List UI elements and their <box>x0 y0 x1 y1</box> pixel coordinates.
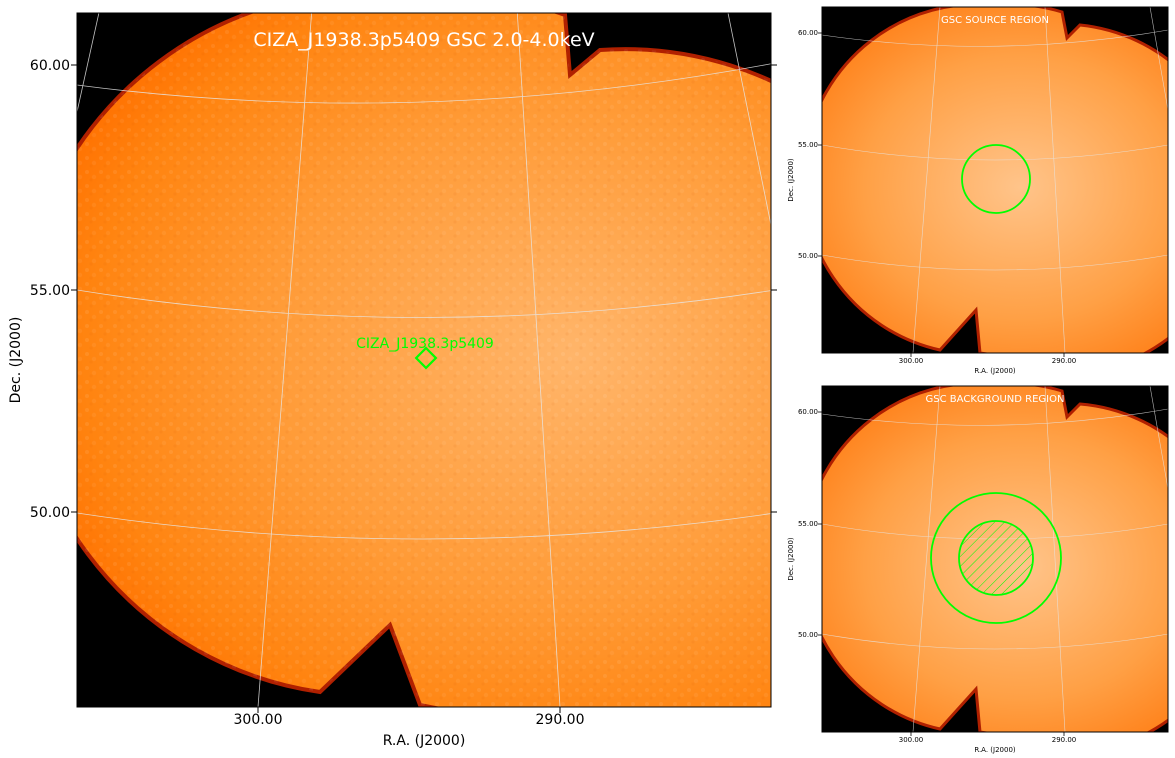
main-xtick-290: 290.00 <box>536 712 585 728</box>
main-image-panel: CIZA_J1938.3p5409 GSC 2.0-4.0keV CIZA_J1… <box>8 12 777 749</box>
source-diamond-marker[interactable] <box>414 346 438 370</box>
main-xtick-300: 300.00 <box>234 712 283 728</box>
source-ytick-50: 50.00 <box>798 252 818 260</box>
main-title: CIZA_J1938.3p5409 GSC 2.0-4.0keV <box>253 29 594 51</box>
main-ylabel: Dec. (J2000) <box>8 317 24 404</box>
source-ylabel: Dec. (J2000) <box>787 158 795 202</box>
background-excluded-source[interactable] <box>958 520 1034 596</box>
source-xtick-290: 290.00 <box>1052 357 1077 365</box>
source-region-circle[interactable] <box>961 144 1031 214</box>
background-xtick-290: 290.00 <box>1052 736 1077 744</box>
background-ytick-60: 60.00 <box>798 408 818 416</box>
background-xtick-300: 300.00 <box>899 736 924 744</box>
background-outer-annulus[interactable] <box>930 492 1062 624</box>
background-panel-title: GSC BACKGROUND REGION <box>926 394 1065 405</box>
background-xlabel: R.A. (J2000) <box>974 746 1016 754</box>
source-ytick-55: 55.00 <box>798 141 818 149</box>
main-coordinate-grid <box>77 13 771 707</box>
source-marker-label: CIZA_J1938.3p5409 <box>356 336 494 352</box>
source-region-panel: GSC SOURCE REGION 60.00 55.00 50.00 300.… <box>787 6 1169 375</box>
main-ytick-60: 60.00 <box>30 58 70 74</box>
background-region-panel: GSC BACKGROUND REGION 60.00 55.00 50.00 … <box>787 385 1169 754</box>
source-ytick-60: 60.00 <box>798 29 818 37</box>
main-xlabel: R.A. (J2000) <box>383 733 466 749</box>
background-ytick-55: 55.00 <box>798 520 818 528</box>
background-ytick-50: 50.00 <box>798 631 818 639</box>
main-ytick-50: 50.00 <box>30 505 70 521</box>
background-ylabel: Dec. (J2000) <box>787 537 795 581</box>
source-panel-title: GSC SOURCE REGION <box>941 15 1049 26</box>
source-xtick-300: 300.00 <box>899 357 924 365</box>
main-ytick-55: 55.00 <box>30 283 70 299</box>
source-xlabel: R.A. (J2000) <box>974 367 1016 375</box>
